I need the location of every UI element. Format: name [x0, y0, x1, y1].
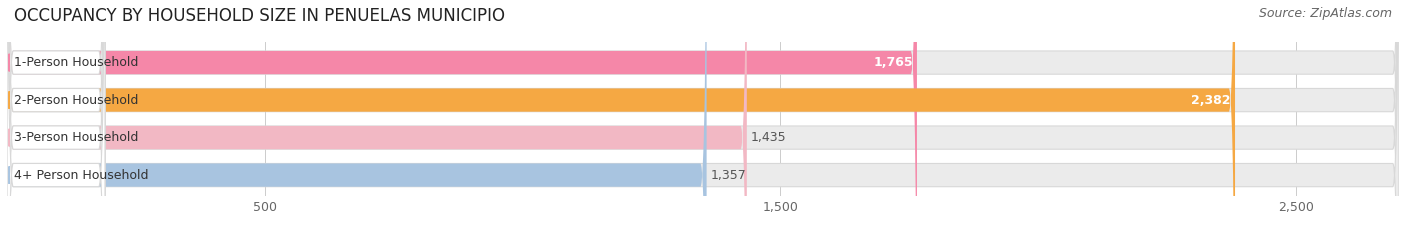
FancyBboxPatch shape — [7, 0, 707, 233]
FancyBboxPatch shape — [7, 0, 105, 233]
Text: 3-Person Household: 3-Person Household — [14, 131, 139, 144]
Text: 1,765: 1,765 — [873, 56, 912, 69]
FancyBboxPatch shape — [7, 0, 1399, 233]
Text: 2-Person Household: 2-Person Household — [14, 94, 139, 106]
FancyBboxPatch shape — [7, 0, 917, 233]
Text: Source: ZipAtlas.com: Source: ZipAtlas.com — [1258, 7, 1392, 20]
FancyBboxPatch shape — [7, 0, 105, 233]
Text: 4+ Person Household: 4+ Person Household — [14, 169, 149, 182]
FancyBboxPatch shape — [7, 0, 1399, 233]
Text: 1,357: 1,357 — [710, 169, 747, 182]
FancyBboxPatch shape — [7, 0, 1234, 233]
FancyBboxPatch shape — [7, 0, 105, 233]
FancyBboxPatch shape — [7, 0, 1399, 233]
Text: 1,435: 1,435 — [751, 131, 786, 144]
Text: OCCUPANCY BY HOUSEHOLD SIZE IN PENUELAS MUNICIPIO: OCCUPANCY BY HOUSEHOLD SIZE IN PENUELAS … — [14, 7, 505, 25]
Text: 2,382: 2,382 — [1191, 94, 1230, 106]
FancyBboxPatch shape — [7, 0, 1399, 233]
FancyBboxPatch shape — [7, 0, 105, 233]
FancyBboxPatch shape — [7, 0, 747, 233]
Text: 1-Person Household: 1-Person Household — [14, 56, 139, 69]
